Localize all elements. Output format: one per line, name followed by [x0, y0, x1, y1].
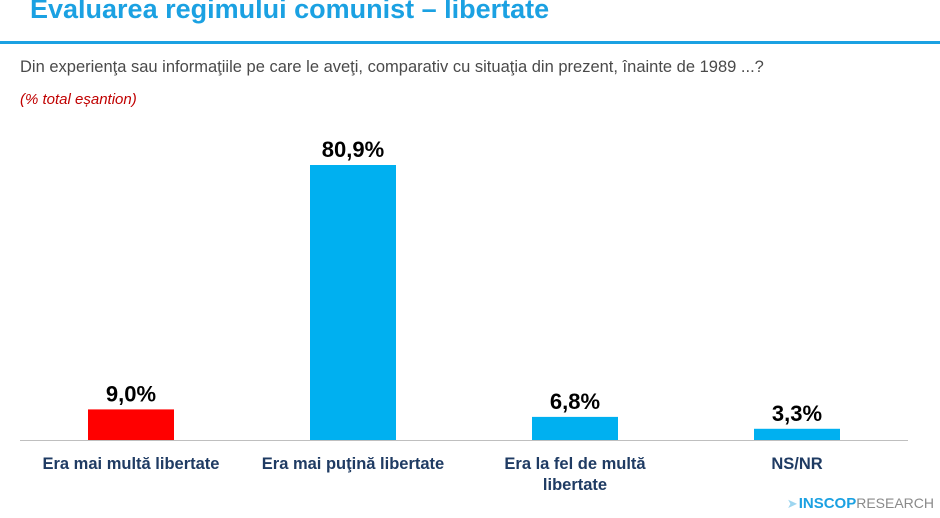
category-label: Era la fel de multă — [504, 455, 646, 473]
data-label: 6,8% — [550, 389, 600, 414]
sample-note: (% total eșantion) — [20, 91, 137, 108]
data-label: 80,9% — [322, 137, 384, 162]
category-label: Era mai puţină libertate — [262, 455, 444, 473]
data-label: 9,0% — [106, 381, 156, 406]
category-label: libertate — [543, 476, 607, 494]
page-title: Evaluarea regimului comunist – libertate — [30, 0, 550, 24]
bar — [532, 416, 618, 440]
bar — [88, 409, 174, 440]
category-label: Era mai multă libertate — [43, 455, 220, 473]
brand-suffix: RESEARCH — [856, 495, 934, 511]
data-label: 3,3% — [772, 401, 822, 426]
inscop-logo: ➤INSCOPRESEARCH — [787, 495, 934, 512]
category-label: NS/NR — [771, 455, 822, 473]
survey-question: Din experienţa sau informaţiile pe care … — [20, 58, 764, 76]
title-divider — [0, 41, 940, 44]
bird-icon: ➤ — [786, 496, 798, 511]
bar — [310, 165, 396, 440]
bar — [754, 428, 840, 440]
brand-name: INSCOP — [798, 495, 857, 512]
